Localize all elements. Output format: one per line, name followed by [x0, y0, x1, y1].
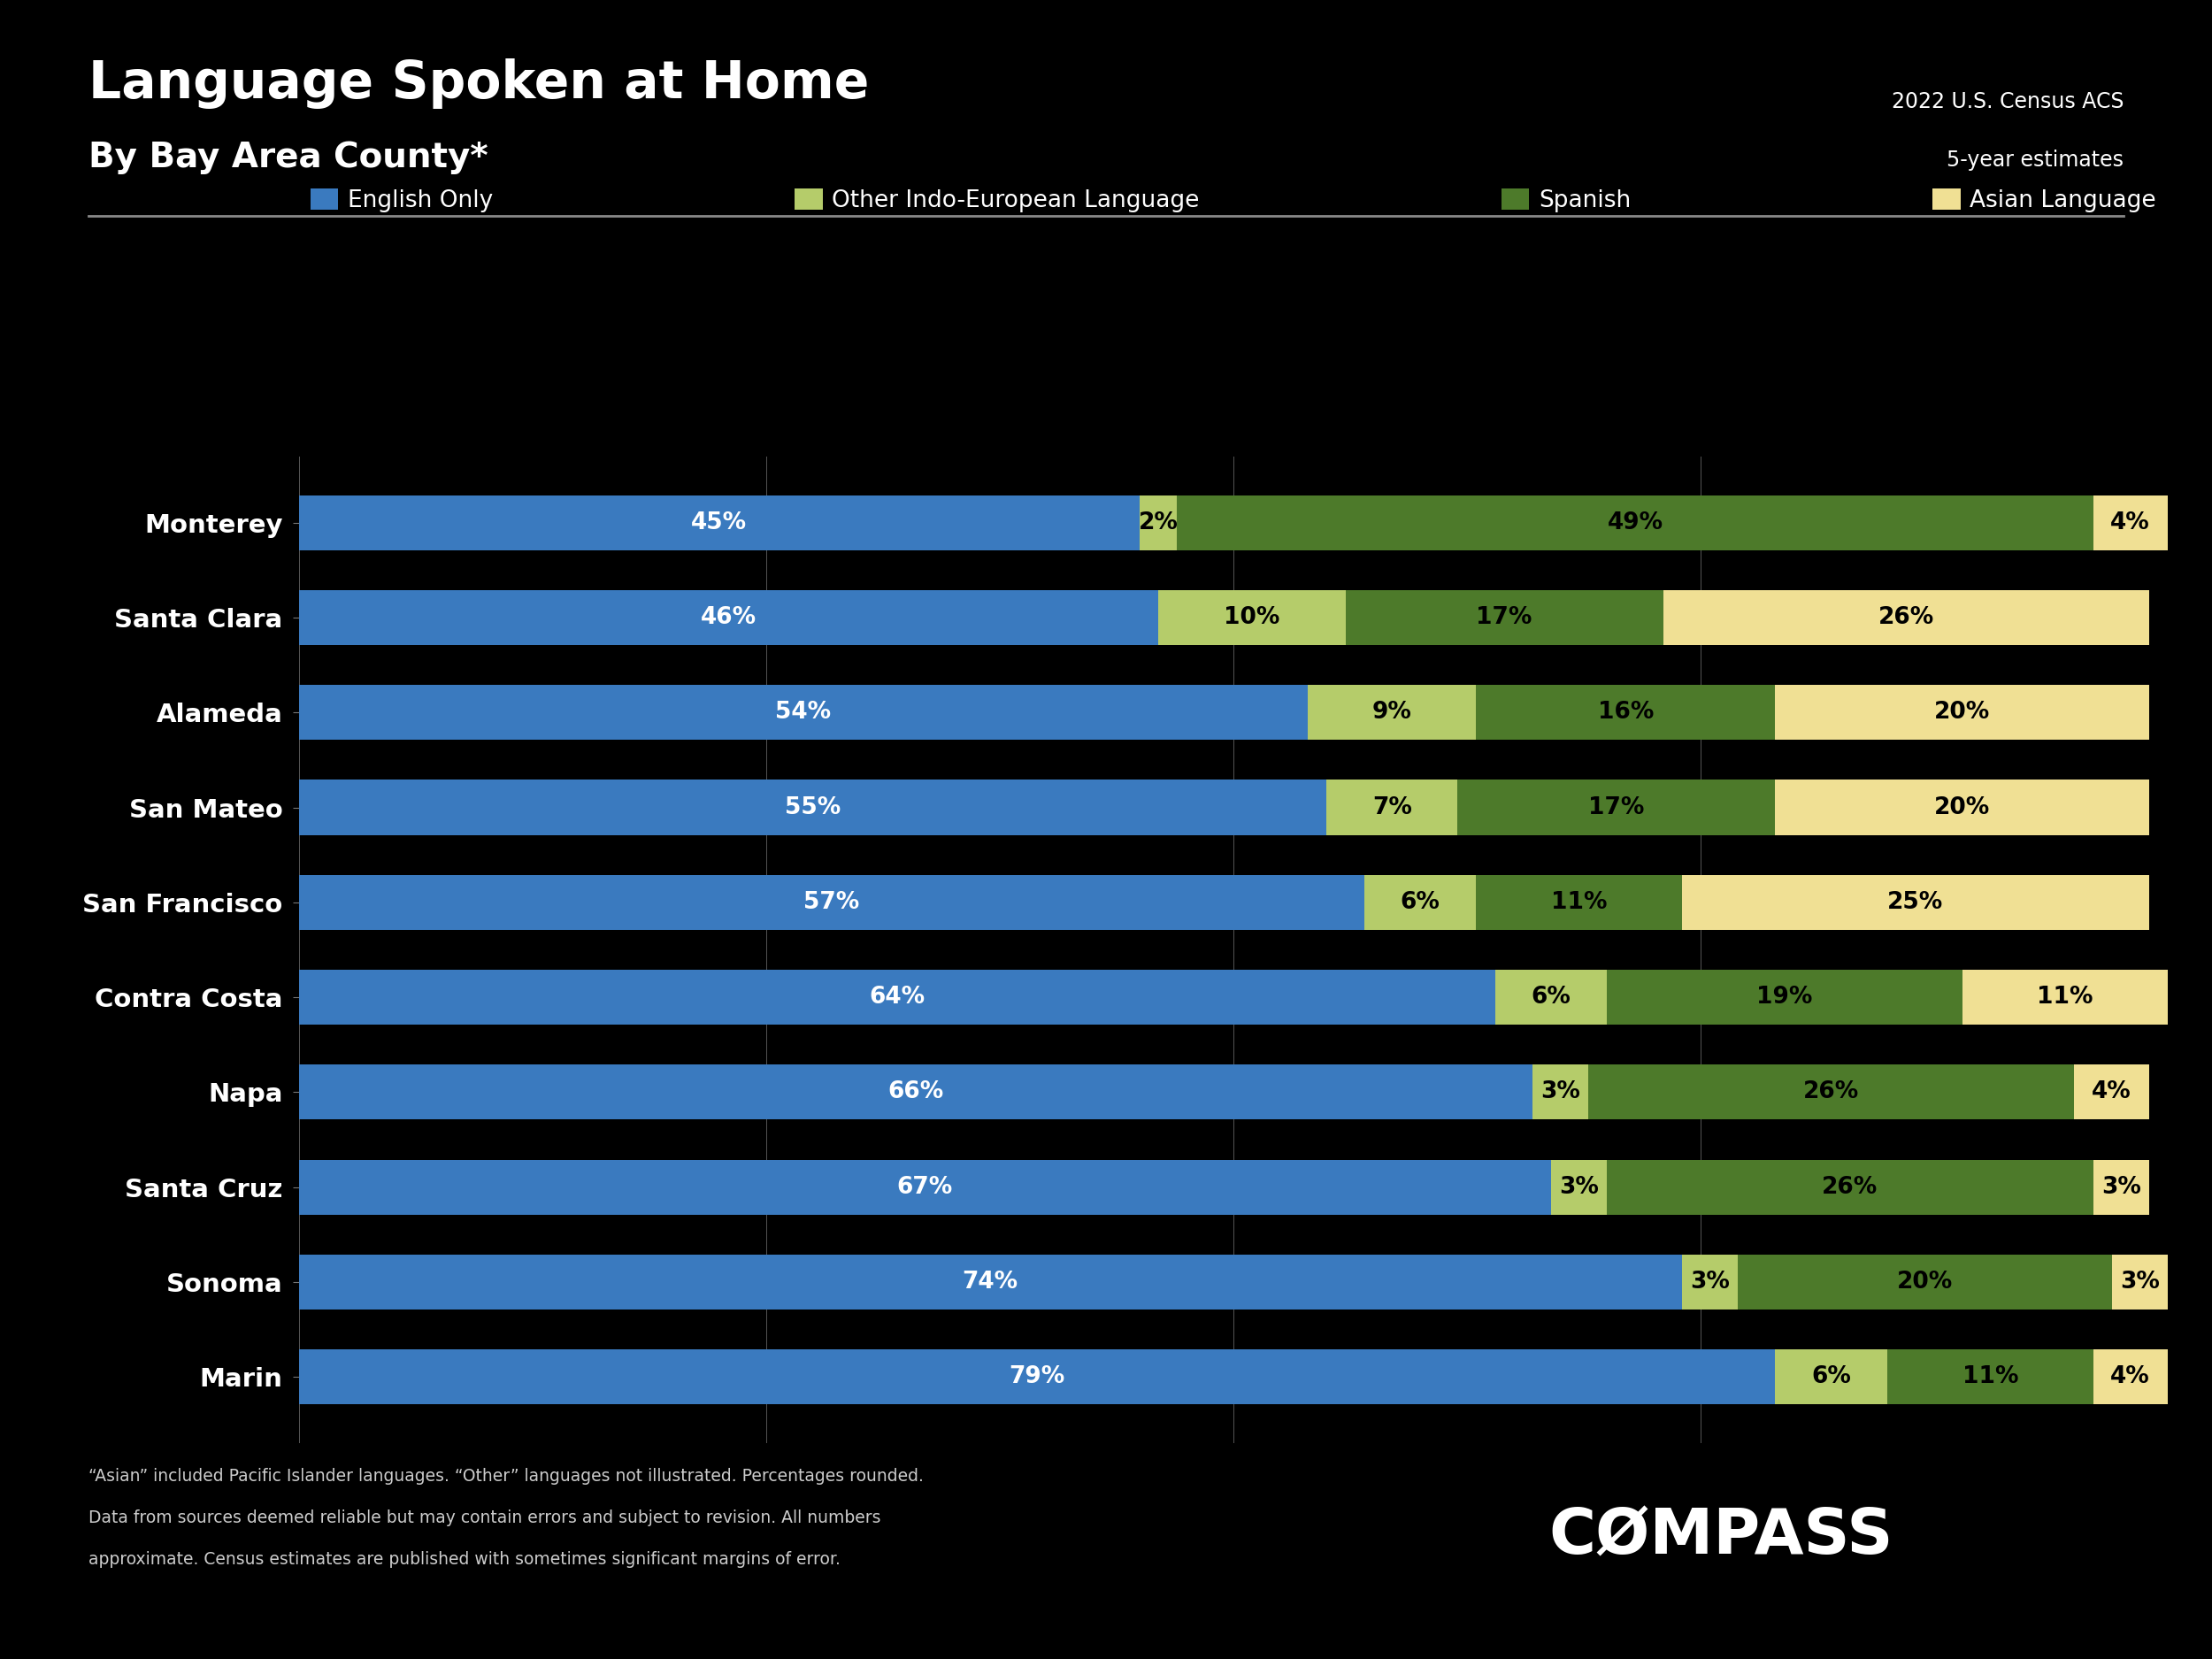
Legend: English Only, Other Indo-European Language, Spanish, Asian Language: English Only, Other Indo-European Langua…: [310, 189, 2157, 212]
Text: “Asian” included Pacific Islander languages. “Other” languages not illustrated. : “Asian” included Pacific Islander langua…: [88, 1468, 925, 1485]
Bar: [1551, 1160, 1606, 1214]
Text: 3%: 3%: [2101, 1176, 2141, 1198]
Bar: [1345, 591, 1663, 645]
Text: 4%: 4%: [2110, 511, 2150, 534]
Bar: [1475, 874, 1681, 929]
Text: 20%: 20%: [1933, 702, 1991, 723]
Bar: [1776, 685, 2150, 740]
Bar: [1159, 591, 1345, 645]
Bar: [2093, 494, 2168, 551]
Bar: [299, 1065, 1533, 1120]
Bar: [299, 1254, 1681, 1309]
Bar: [1327, 780, 1458, 834]
Text: 2022 U.S. Census ACS: 2022 U.S. Census ACS: [1891, 91, 2124, 113]
Text: 3%: 3%: [1559, 1176, 1599, 1198]
Bar: [1739, 1254, 2112, 1309]
Text: 20%: 20%: [1898, 1271, 1953, 1294]
Text: 17%: 17%: [1475, 606, 1533, 629]
Text: 6%: 6%: [1400, 891, 1440, 914]
Text: 3%: 3%: [1690, 1271, 1730, 1294]
Bar: [1663, 591, 2150, 645]
Bar: [1962, 971, 2168, 1025]
Bar: [299, 1349, 1776, 1405]
Text: 6%: 6%: [1812, 1365, 1851, 1389]
Bar: [1533, 1065, 1588, 1120]
Bar: [1458, 780, 1776, 834]
Text: 66%: 66%: [887, 1080, 945, 1103]
Text: 25%: 25%: [1887, 891, 1944, 914]
Text: 17%: 17%: [1588, 796, 1644, 820]
Text: 54%: 54%: [776, 702, 832, 723]
Text: Language Spoken at Home: Language Spoken at Home: [88, 58, 869, 108]
Bar: [299, 685, 1307, 740]
Bar: [299, 780, 1327, 834]
Bar: [299, 494, 1139, 551]
Text: 26%: 26%: [1803, 1080, 1860, 1103]
Text: Data from sources deemed reliable but may contain errors and subject to revision: Data from sources deemed reliable but ma…: [88, 1510, 880, 1526]
Text: 26%: 26%: [1823, 1176, 1878, 1198]
Bar: [299, 874, 1365, 929]
Text: 2%: 2%: [1139, 511, 1179, 534]
Text: 11%: 11%: [2037, 985, 2093, 1009]
Bar: [299, 591, 1159, 645]
Bar: [1681, 874, 2150, 929]
Bar: [1776, 1349, 1887, 1405]
Bar: [1495, 971, 1606, 1025]
Bar: [1365, 874, 1475, 929]
Text: By Bay Area County*: By Bay Area County*: [88, 141, 489, 174]
Bar: [1681, 1254, 1739, 1309]
Bar: [1588, 1065, 2075, 1120]
Text: 57%: 57%: [803, 891, 858, 914]
Text: 79%: 79%: [1009, 1365, 1064, 1389]
Text: 20%: 20%: [1933, 796, 1991, 820]
Text: 11%: 11%: [1962, 1365, 2017, 1389]
Text: 3%: 3%: [2119, 1271, 2159, 1294]
Text: 11%: 11%: [1551, 891, 1608, 914]
Text: approximate. Census estimates are published with sometimes significant margins o: approximate. Census estimates are publis…: [88, 1551, 841, 1568]
Text: 74%: 74%: [962, 1271, 1018, 1294]
Bar: [1475, 685, 1776, 740]
Text: 4%: 4%: [2110, 1365, 2150, 1389]
Text: 45%: 45%: [690, 511, 748, 534]
Text: 67%: 67%: [896, 1176, 953, 1198]
Text: 6%: 6%: [1531, 985, 1571, 1009]
Bar: [2075, 1065, 2150, 1120]
Bar: [2112, 1254, 2168, 1309]
Bar: [299, 971, 1495, 1025]
Bar: [1307, 685, 1475, 740]
Text: 5-year estimates: 5-year estimates: [1947, 149, 2124, 171]
Text: 49%: 49%: [1608, 511, 1663, 534]
Text: CØMPASS: CØMPASS: [1548, 1506, 1893, 1568]
Text: 19%: 19%: [1756, 985, 1812, 1009]
Bar: [1177, 494, 2093, 551]
Text: 46%: 46%: [701, 606, 757, 629]
Text: 16%: 16%: [1597, 702, 1655, 723]
Bar: [2093, 1160, 2150, 1214]
Text: 4%: 4%: [2093, 1080, 2132, 1103]
Text: 64%: 64%: [869, 985, 925, 1009]
Text: 10%: 10%: [1223, 606, 1281, 629]
Text: 26%: 26%: [1878, 606, 1933, 629]
Bar: [1606, 971, 1962, 1025]
Bar: [1139, 494, 1177, 551]
Bar: [2093, 1349, 2168, 1405]
Text: 55%: 55%: [785, 796, 841, 820]
Bar: [1606, 1160, 2093, 1214]
Bar: [1776, 780, 2150, 834]
Text: 3%: 3%: [1540, 1080, 1579, 1103]
Bar: [1887, 1349, 2093, 1405]
Bar: [299, 1160, 1551, 1214]
Text: 9%: 9%: [1371, 702, 1411, 723]
Text: 7%: 7%: [1371, 796, 1411, 820]
